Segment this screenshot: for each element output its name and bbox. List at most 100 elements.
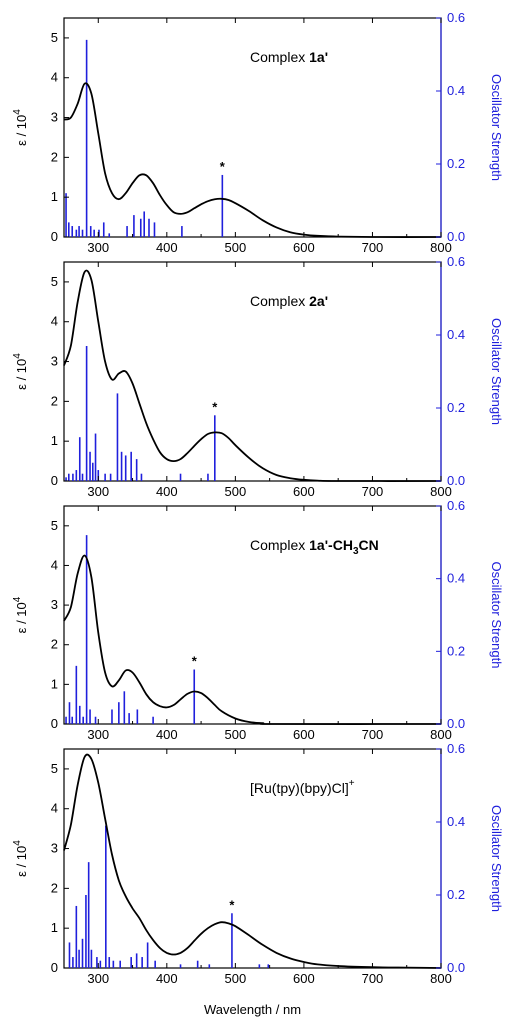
x-tick-label: 700 (362, 240, 384, 255)
absorption-curve (63, 82, 442, 238)
x-tick-label: 300 (87, 484, 109, 499)
y-left-axis-label: ε / 104 (12, 353, 29, 390)
y-left-tick-label: 1 (51, 189, 58, 204)
panel-title: Complex 1a' (250, 49, 328, 65)
y-right-tick-label: 0.4 (447, 327, 465, 342)
x-tick-label: 800 (430, 727, 452, 742)
y-right-tick-label: 0.4 (447, 571, 465, 586)
y-left-axis-label: ε / 104 (12, 840, 29, 877)
y-left-tick-label: 2 (51, 880, 58, 895)
x-tick-label: 800 (430, 971, 452, 986)
panel-title-text: Complex (250, 293, 309, 309)
y-left-tick-label: 2 (51, 149, 58, 164)
y-left-axis-label-text: ε / 10 (14, 602, 29, 633)
y-left-tick-label: 5 (51, 761, 58, 776)
y-right-tick-label: 0.6 (447, 498, 465, 513)
y-right-tick-label: 0.0 (447, 960, 465, 975)
panel-4: * 300 400 500 600 700 800 0 1 2 3 4 5 0.0 0.2 0.4 0.6 ε /… (12, 741, 504, 1017)
y-left-axis-label-text: ε / 10 (14, 115, 29, 146)
y-left-tick-label: 1 (51, 433, 58, 448)
y-left-tick-label: 5 (51, 518, 58, 533)
y-left-tick-label: 3 (51, 110, 58, 125)
y-left-axis-label-text: ε / 10 (14, 846, 29, 877)
panel-title-subscript: 3 (353, 546, 359, 557)
y-right-axis-label: Oscillator Strength (489, 318, 504, 425)
y-left-tick-label: 0 (51, 229, 58, 244)
y-left-tick-label: 4 (51, 801, 58, 816)
x-tick-label: 500 (225, 484, 247, 499)
y-left-axis-label-text: ε / 10 (14, 359, 29, 390)
peak-annotation: * (212, 399, 218, 414)
panel-1: * 300 400 500 600 700 800 0 1 2 3 4 5 0.0 0.2 0.4 0.6 ε /… (12, 10, 504, 255)
x-tick-label: 400 (156, 971, 178, 986)
absorption-curve (63, 753, 442, 969)
y-left-tick-label: 5 (51, 274, 58, 289)
x-tick-label: 800 (430, 240, 452, 255)
x-tick-label: 700 (362, 484, 384, 499)
y-left-tick-label: 0 (51, 473, 58, 488)
absorption-curve (63, 269, 442, 482)
y-left-axis-label-sup: 4 (12, 596, 23, 602)
panel-title-superscript: + (349, 778, 355, 789)
y-right-tick-label: 0.2 (447, 643, 465, 658)
panel-title-bold: 2a' (309, 293, 328, 309)
y-left-tick-label: 4 (51, 70, 58, 85)
panel-title-text: Complex (250, 49, 309, 65)
x-tick-label: 600 (293, 484, 315, 499)
panel-title: Complex 2a' (250, 293, 328, 309)
y-right-axis-label: Oscillator Strength (489, 74, 504, 181)
panel-title-tail: CN (359, 537, 379, 553)
y-left-axis-label-sup: 4 (12, 840, 23, 846)
x-tick-label: 500 (225, 240, 247, 255)
y-left-axis-label: ε / 104 (12, 109, 29, 146)
panel-3: * 300 400 500 600 700 800 0 1 2 3 4 5 0.0 0.2 0.4 0.6 ε /… (12, 498, 504, 742)
y-left-tick-label: 1 (51, 676, 58, 691)
peak-annotation: * (229, 897, 235, 912)
y-left-tick-label: 4 (51, 557, 58, 572)
x-tick-label: 500 (225, 727, 247, 742)
y-left-tick-label: 3 (51, 841, 58, 856)
peak-annotation: * (220, 159, 226, 174)
y-left-tick-label: 3 (51, 354, 58, 369)
y-right-tick-label: 0.0 (447, 229, 465, 244)
y-right-tick-label: 0.0 (447, 473, 465, 488)
y-right-tick-label: 0.2 (447, 887, 465, 902)
y-left-tick-label: 2 (51, 393, 58, 408)
y-right-tick-label: 0.4 (447, 814, 465, 829)
x-tick-label: 300 (87, 240, 109, 255)
y-left-tick-label: 1 (51, 920, 58, 935)
panel-2: * 300 400 500 600 700 800 0 1 2 3 4 5 0.0 0.2 0.4 0.6 ε /… (12, 254, 504, 499)
y-left-tick-label: 4 (51, 314, 58, 329)
panel-title-text: Complex (250, 537, 309, 553)
y-right-tick-label: 0.4 (447, 83, 465, 98)
x-tick-label: 800 (430, 484, 452, 499)
y-left-tick-label: 5 (51, 30, 58, 45)
y-left-axis-label: ε / 104 (12, 596, 29, 633)
y-right-tick-label: 0.2 (447, 400, 465, 415)
panel-title-text: [Ru(tpy)(bpy)Cl] (250, 780, 349, 796)
x-tick-label: 700 (362, 727, 384, 742)
y-left-tick-label: 2 (51, 637, 58, 652)
y-left-axis-label-sup: 4 (12, 353, 23, 359)
x-tick-label: 600 (293, 971, 315, 986)
x-tick-label: 700 (362, 971, 384, 986)
y-left-tick-label: 0 (51, 716, 58, 731)
panel-title-bold: 1a'-CH (309, 537, 353, 553)
y-left-axis-label-sup: 4 (12, 109, 23, 115)
x-tick-label: 600 (293, 240, 315, 255)
x-tick-label: 400 (156, 484, 178, 499)
y-right-tick-label: 0.6 (447, 254, 465, 269)
x-tick-label: 300 (87, 971, 109, 986)
y-left-tick-label: 0 (51, 960, 58, 975)
panel-title: [Ru(tpy)(bpy)Cl]+ (250, 778, 355, 796)
x-axis-label: Wavelength / nm (204, 1002, 301, 1017)
x-tick-label: 400 (156, 727, 178, 742)
x-tick-label: 600 (293, 727, 315, 742)
x-tick-label: 300 (87, 727, 109, 742)
x-tick-label: 400 (156, 240, 178, 255)
y-left-tick-label: 3 (51, 597, 58, 612)
absorption-curve (63, 554, 442, 725)
peak-annotation: * (192, 654, 198, 669)
